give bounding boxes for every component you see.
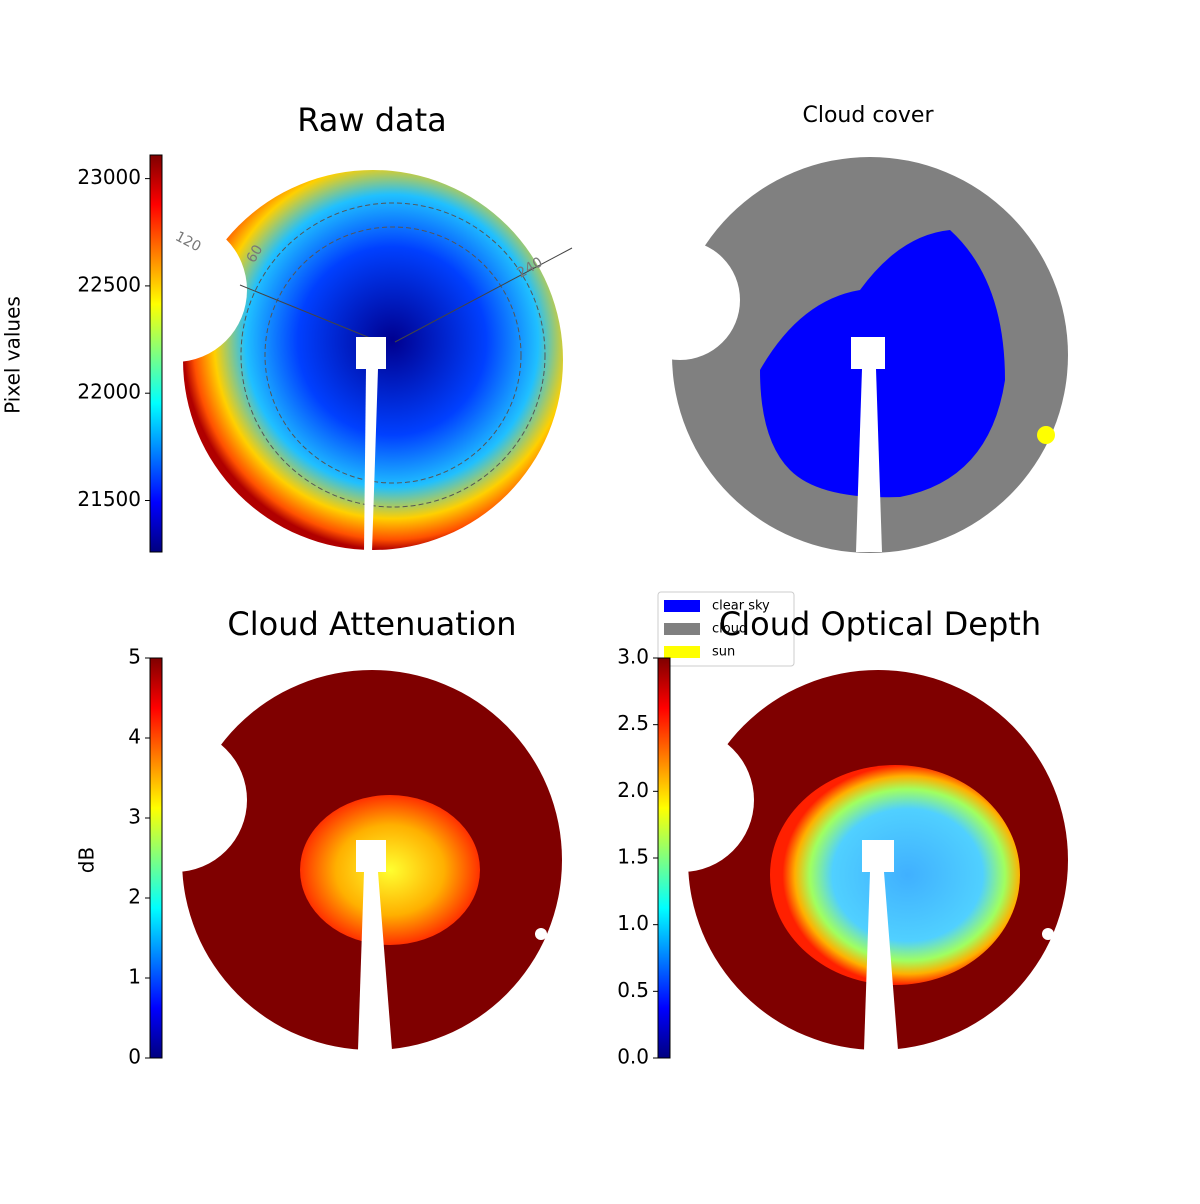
panel-title: Cloud cover <box>803 103 935 128</box>
colorbar-tick-label: 0.5 <box>617 978 649 1002</box>
colorbar-tick-label: 2 <box>128 885 141 909</box>
colorbar-tick-label: 0 <box>128 1045 141 1069</box>
colorbar-tick-label: 21500 <box>77 487 141 511</box>
legend-label: cloud <box>712 622 747 637</box>
legend-label: clear sky <box>712 599 770 614</box>
colorbar-tick-label: 2.5 <box>617 711 649 735</box>
colorbar-label: dB <box>75 847 99 873</box>
colorbar-tick-label: 1 <box>128 965 141 989</box>
colorbar-tick-label: 22000 <box>77 380 141 404</box>
colorbar-tick-label: 3.0 <box>617 645 649 669</box>
colorbar-tick-label: 5 <box>128 645 141 669</box>
colorbar-tick-label: 23000 <box>77 165 141 189</box>
attenuation-image <box>103 670 562 1050</box>
panel-title: Cloud Optical Depth <box>719 605 1041 643</box>
colorbar <box>657 657 671 1059</box>
colorbar-tick-label: 4 <box>128 725 141 749</box>
colorbar-tick-label: 22500 <box>77 272 141 296</box>
panel-title: Raw data <box>297 101 447 139</box>
legend-swatch <box>664 600 700 612</box>
cloud-cover-image <box>620 157 1068 553</box>
legend-label: sun <box>712 645 735 660</box>
colorbar <box>149 657 163 1059</box>
colorbar-tick-label: 3 <box>128 805 141 829</box>
colorbar-tick-label: 0.0 <box>617 1045 649 1069</box>
raw-image <box>103 170 573 552</box>
colorbar-tick-label: 1.0 <box>617 911 649 935</box>
azimuth-label: 60 <box>244 242 267 265</box>
colorbar-tick-label: 2.0 <box>617 778 649 802</box>
colorbar <box>149 154 163 553</box>
legend-swatch <box>664 646 700 658</box>
legend-swatch <box>664 623 700 635</box>
colorbar-label: Pixel values <box>1 296 25 414</box>
colorbar-tick-label: 1.5 <box>617 845 649 869</box>
panel-title: Cloud Attenuation <box>227 605 516 643</box>
optical-depth-image <box>610 670 1068 1050</box>
